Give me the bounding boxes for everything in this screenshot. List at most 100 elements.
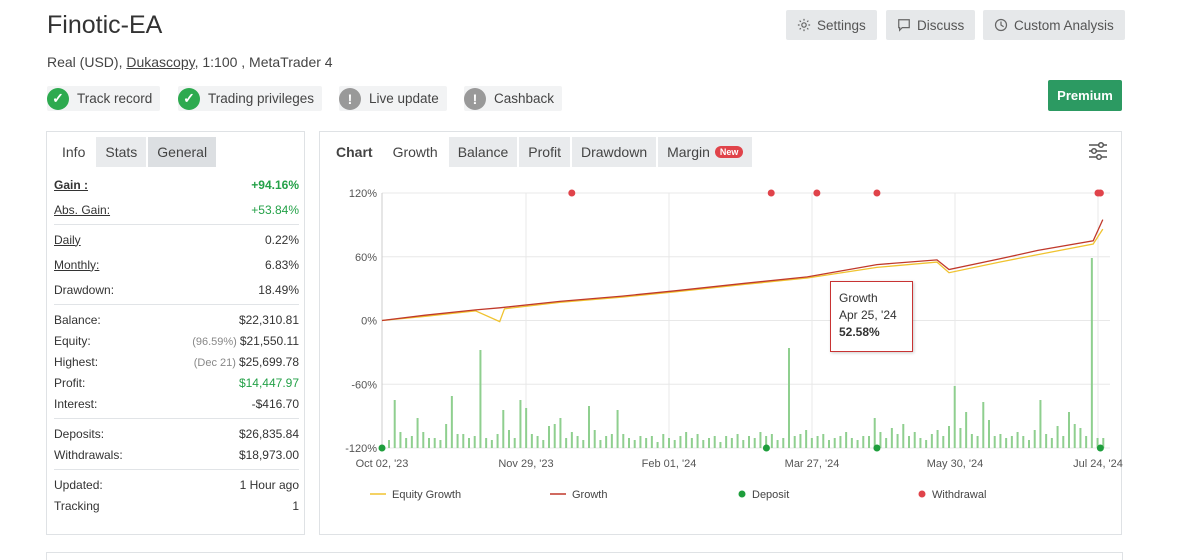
volume-bar [942, 436, 945, 448]
volume-bar [668, 438, 670, 448]
deposit-marker [762, 444, 770, 452]
stat-row-monthly: Monthly: 6.83% [54, 254, 299, 275]
volume-bar [445, 424, 448, 448]
abs-gain-label[interactable]: Abs. Gain: [54, 202, 111, 217]
volume-bar [685, 432, 688, 448]
deposits-label: Deposits: [54, 426, 105, 441]
chart-tooltip: Growth Apr 25, '24 52.58% [830, 281, 913, 352]
volume-bar [1039, 400, 1042, 448]
volume-bar [622, 434, 625, 448]
custom-analysis-label: Custom Analysis [1014, 17, 1114, 33]
volume-bar [713, 436, 716, 448]
volume-bar [599, 440, 602, 448]
tab-stats[interactable]: Stats [96, 137, 147, 167]
account-subtitle: Real (USD), Dukascopy, 1:100 , MetaTrade… [47, 54, 333, 70]
volume-bar [828, 440, 830, 448]
badge-trading-privileges[interactable]: ✓ Trading privileges [178, 86, 323, 111]
daily-label[interactable]: Daily [54, 232, 81, 247]
monthly-value: 6.83% [264, 257, 299, 272]
equity-label: Equity: [54, 333, 91, 348]
sliders-icon[interactable] [1087, 140, 1109, 162]
volume-bar [1016, 432, 1019, 448]
custom-analysis-button[interactable]: Custom Analysis [983, 10, 1125, 40]
tab-chart[interactable]: Chart [336, 144, 373, 160]
volume-bar [730, 438, 733, 448]
volume-bar [822, 434, 825, 448]
volume-bar [393, 400, 396, 448]
settings-label: Settings [817, 17, 866, 33]
volume-bar [970, 434, 973, 448]
tab-growth[interactable]: Growth [383, 137, 447, 167]
volume-bar [908, 436, 910, 448]
y-tick-label: -120% [345, 443, 377, 455]
chart-tabs: Chart Growth Balance Profit Drawdown Mar… [320, 132, 1121, 167]
withdrawal-marker [813, 189, 821, 197]
volume-bar [965, 412, 968, 448]
tab-margin[interactable]: Margin New [658, 137, 753, 167]
volume-bar [793, 436, 796, 448]
broker-link[interactable]: Dukascopy [126, 54, 195, 70]
settings-button[interactable]: Settings [786, 10, 877, 40]
badge-live-update[interactable]: ! Live update [339, 86, 447, 111]
equity-value: $21,550.11 [239, 333, 299, 348]
volume-bar [845, 432, 848, 448]
stats-panel: Info Stats General Gain : +94.16% Abs. G… [46, 131, 305, 535]
volume-bar [1028, 440, 1030, 448]
drawdown-label: Drawdown: [54, 282, 115, 297]
stat-row-deposits: Deposits: $26,835.84 [54, 423, 299, 444]
balance-label: Balance: [54, 312, 101, 327]
tab-general[interactable]: General [148, 137, 217, 167]
volume-bar [416, 418, 419, 448]
volume-bar [570, 432, 573, 448]
volume-bar [479, 350, 482, 448]
volume-bar [742, 440, 745, 448]
volume-bar [850, 438, 853, 448]
equity-percent: (96.59%) [192, 335, 237, 348]
volume-bar [919, 438, 922, 448]
monthly-label[interactable]: Monthly: [54, 257, 100, 272]
volume-bar [1033, 430, 1036, 448]
updated-value: 1 Hour ago [239, 477, 299, 492]
volume-bar [428, 438, 430, 448]
premium-button[interactable]: Premium [1048, 80, 1122, 111]
tab-balance[interactable]: Balance [448, 137, 518, 167]
volume-bar [959, 428, 962, 448]
new-badge: New [714, 146, 744, 158]
volume-bar [759, 432, 762, 448]
y-tick-label: 120% [349, 188, 377, 200]
legend-equity-growth: Equity Growth [392, 489, 461, 501]
subtitle-suffix: , 1:100 , MetaTrader 4 [194, 54, 333, 70]
badge-track-record[interactable]: ✓ Track record [47, 86, 161, 111]
volume-bar [508, 430, 510, 448]
tab-profit[interactable]: Profit [519, 137, 570, 167]
tab-drawdown[interactable]: Drawdown [571, 137, 657, 167]
volume-bar [1079, 428, 1082, 448]
tab-info[interactable]: Info [62, 144, 86, 160]
volume-bar [868, 436, 870, 448]
volume-bar [536, 436, 539, 448]
badge-label: Cashback [494, 91, 555, 106]
legend-withdrawal: Withdrawal [932, 489, 986, 501]
volume-bar [753, 438, 756, 448]
gain-label[interactable]: Gain : [54, 177, 89, 192]
discuss-button[interactable]: Discuss [886, 10, 976, 40]
volume-bar [645, 438, 648, 448]
volume-bar [1090, 258, 1093, 448]
volume-bar [999, 434, 1002, 448]
tooltip-value: 52.58% [839, 325, 880, 339]
y-tick-label: 0% [361, 316, 377, 328]
volume-bar [833, 438, 836, 448]
y-tick-label: -60% [351, 379, 377, 391]
volume-bar [490, 440, 493, 448]
divider [54, 304, 299, 305]
badge-cashback[interactable]: ! Cashback [464, 86, 563, 111]
volume-bar [502, 410, 505, 448]
volume-bar [422, 432, 425, 448]
deposit-marker [378, 444, 386, 452]
volume-bar [1056, 426, 1059, 448]
bottom-panel-edge [46, 552, 1123, 560]
volume-bar [553, 424, 556, 448]
volume-bar [1068, 412, 1070, 448]
y-tick-label: 60% [355, 252, 377, 264]
